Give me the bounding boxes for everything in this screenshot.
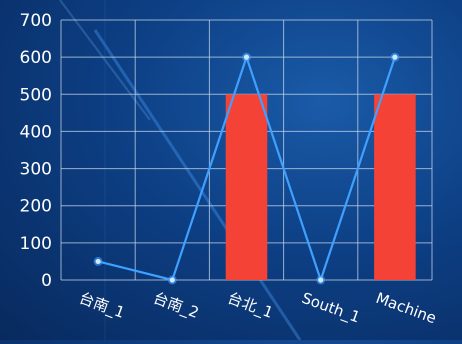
bar	[225, 94, 268, 281]
data-point	[169, 277, 175, 283]
data-point	[95, 258, 101, 265]
data-point	[243, 54, 250, 60]
y-tick-label: 200	[20, 197, 52, 217]
y-tick-label: 500	[20, 85, 52, 105]
data-point	[318, 277, 324, 283]
y-tick-label: 400	[20, 122, 52, 142]
line-series	[93, 52, 400, 285]
data-point	[392, 54, 398, 60]
y-tick-label: 100	[20, 234, 52, 254]
x-tick-label: 台南_2	[151, 289, 202, 323]
x-tick-label: South_1	[299, 289, 362, 328]
y-tick-label: 300	[20, 160, 52, 180]
x-axis-ticks: 台南_1 台南_2 台北_1 South_1 Machine	[76, 289, 438, 328]
bar	[374, 94, 416, 281]
y-tick-label: 700	[20, 11, 52, 31]
y-tick-label: 0	[41, 271, 52, 291]
x-tick-label: 台南_1	[76, 289, 127, 323]
x-tick-label: Machine	[374, 289, 439, 327]
bar-series	[225, 94, 416, 281]
y-axis-ticks: 0 100 200 300 400 500 600 700	[20, 11, 52, 291]
light-streak	[93, 29, 302, 341]
y-tick-label: 600	[20, 48, 52, 68]
